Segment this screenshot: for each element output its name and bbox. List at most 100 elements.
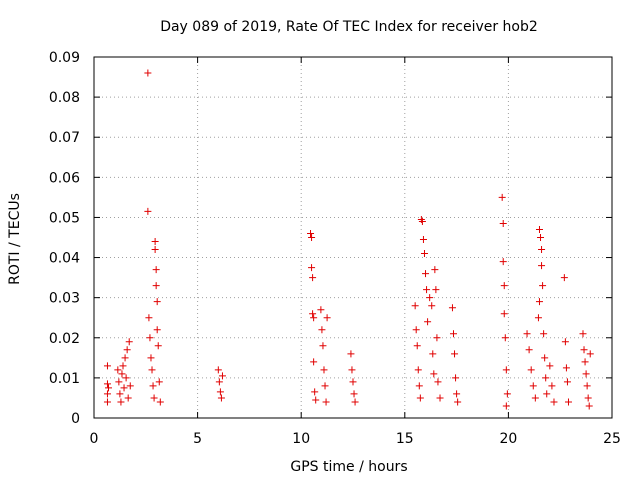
data-point (562, 364, 570, 372)
data-point (147, 354, 155, 362)
y-tick-label: 0.07 (49, 130, 80, 146)
data-point (541, 354, 549, 362)
data-point (585, 402, 593, 410)
data-point (548, 382, 556, 390)
data-point (448, 304, 456, 312)
data-point (216, 388, 224, 396)
data-point (454, 398, 462, 406)
data-point (321, 382, 329, 390)
data-point (103, 398, 111, 406)
data-point (153, 326, 161, 334)
data-point (429, 350, 437, 358)
data-point (502, 366, 510, 374)
data-point (154, 342, 162, 350)
data-point (318, 326, 326, 334)
data-point (126, 382, 134, 390)
y-tick-label: 0.02 (49, 331, 80, 347)
data-point (125, 338, 133, 346)
data-point (307, 229, 315, 237)
data-point (419, 236, 427, 244)
y-tick-label: 0.03 (49, 291, 80, 307)
data-point (123, 346, 131, 354)
data-point (503, 390, 511, 398)
data-point (153, 298, 161, 306)
data-point (432, 286, 440, 294)
data-point (148, 366, 156, 374)
data-point (431, 266, 439, 274)
data-point (535, 298, 543, 306)
data-point (114, 366, 122, 374)
grid-lines (94, 57, 612, 418)
data-point (500, 282, 508, 290)
data-point (122, 374, 130, 382)
data-point (347, 350, 355, 358)
y-tick-label: 0.09 (49, 50, 80, 66)
data-point (420, 250, 428, 258)
data-point (322, 398, 330, 406)
data-point (218, 372, 226, 380)
data-point (561, 338, 569, 346)
data-point (319, 342, 327, 350)
data-point (151, 238, 159, 246)
data-point (348, 366, 356, 374)
data-point (124, 394, 132, 402)
data-point (564, 398, 572, 406)
data-point (418, 217, 426, 225)
y-tick-label: 0.08 (49, 90, 80, 106)
data-point (581, 358, 589, 366)
x-tick-label: 10 (292, 431, 310, 447)
data-point (433, 334, 441, 342)
data-point (499, 219, 507, 227)
data-point (542, 374, 550, 382)
data-point (146, 334, 154, 342)
data-point (144, 207, 152, 215)
data-point (502, 402, 510, 410)
data-point (144, 69, 152, 77)
data-point (310, 358, 318, 366)
y-tick-label: 0.01 (49, 371, 80, 387)
data-point (436, 394, 444, 402)
data-point (215, 378, 223, 386)
y-tick-label: 0.05 (49, 210, 80, 226)
data-point (434, 378, 442, 386)
data-point (117, 398, 125, 406)
axes (93, 56, 613, 419)
x-tick-label: 5 (193, 431, 202, 447)
data-point (560, 274, 568, 282)
data-point (537, 234, 545, 241)
data-point (121, 354, 129, 362)
data-point (310, 314, 318, 322)
data-point (500, 310, 508, 318)
data-point (312, 396, 320, 404)
data-point (534, 314, 542, 322)
data-point (309, 310, 317, 318)
data-point (217, 394, 225, 402)
y-tick-label: 0 (71, 411, 80, 427)
x-tick-label: 25 (603, 431, 621, 447)
data-point (579, 330, 587, 338)
chart-title: Day 089 of 2019, Rate Of TEC Index for r… (160, 19, 538, 35)
data-point (453, 390, 461, 398)
data-point (120, 384, 128, 392)
data-point (317, 306, 325, 314)
data-point (351, 398, 359, 406)
data-point (349, 378, 357, 386)
data-point (452, 374, 460, 382)
tick-labels: 0 5 10 15 20 25 0 0.01 0.02 0.03 0.04 0.05 0.06 0.07 0… (49, 50, 621, 447)
data-point (428, 302, 436, 310)
data-point (103, 380, 111, 388)
data-point (529, 382, 537, 390)
data-point (422, 270, 430, 278)
data-point (119, 362, 127, 370)
data-point (539, 282, 547, 290)
data-point (531, 394, 539, 402)
data-point (583, 382, 591, 390)
x-tick-label: 20 (499, 431, 517, 447)
data-point (150, 394, 158, 402)
data-point (535, 225, 543, 233)
data-point (449, 330, 457, 338)
data-point (105, 384, 113, 392)
data-point (538, 246, 546, 254)
